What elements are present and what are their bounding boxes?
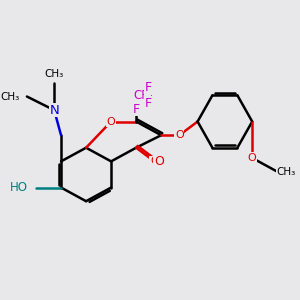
Text: N: N bbox=[49, 104, 59, 117]
Text: CF₃: CF₃ bbox=[133, 89, 153, 102]
Text: CH₃: CH₃ bbox=[1, 92, 20, 101]
Text: O: O bbox=[248, 153, 256, 163]
Text: CH₃: CH₃ bbox=[45, 70, 64, 80]
Text: F: F bbox=[133, 103, 140, 116]
Text: O: O bbox=[150, 156, 159, 167]
Text: O: O bbox=[154, 155, 164, 168]
Text: O: O bbox=[107, 117, 116, 127]
Text: F: F bbox=[145, 97, 152, 110]
Text: O: O bbox=[175, 130, 184, 140]
Text: CH₃: CH₃ bbox=[277, 167, 296, 177]
Text: HO: HO bbox=[10, 181, 28, 194]
Text: F: F bbox=[145, 81, 152, 94]
